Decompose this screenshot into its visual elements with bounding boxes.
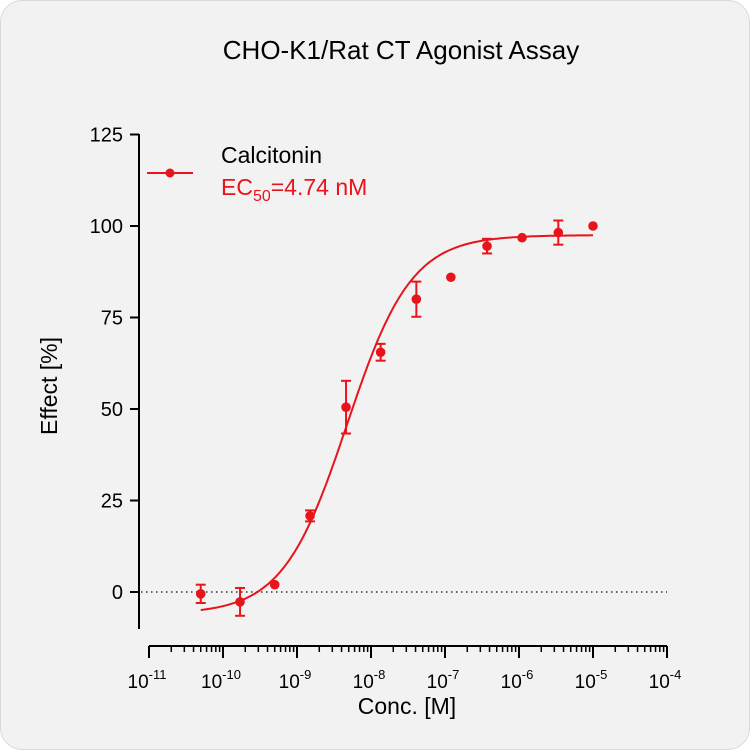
x-tick-label: 10-5: [575, 667, 608, 693]
x-tick-exponent: -7: [448, 667, 460, 682]
x-tick-base: 10: [427, 672, 448, 693]
x-axis: 10-11 10-10 10-9 10-8 10-7 10-6 10-5 10-4: [128, 645, 682, 693]
y-tick-label: 25: [101, 491, 123, 513]
data-point: [341, 402, 351, 412]
y-tick-label: 100: [90, 216, 123, 238]
data-point: [411, 294, 422, 305]
x-tick-exponent: -10: [222, 667, 241, 682]
fit-curve-line: [200, 234, 593, 611]
data-point: [553, 227, 564, 238]
x-tick-label: 10-8: [353, 667, 386, 693]
x-tick-base: 10: [279, 672, 300, 693]
x-tick-exponent: -4: [670, 667, 682, 682]
x-tick-base: 10: [353, 672, 374, 693]
data-point: [517, 232, 527, 243]
x-tick-label: 10-4: [649, 667, 682, 693]
fit-curve-group: [200, 234, 593, 611]
x-tick-label: 10-7: [427, 667, 460, 693]
x-tick-label: 10-11: [128, 667, 167, 693]
x-tick-base: 10: [575, 672, 596, 693]
legend-dot-marker: [165, 168, 175, 178]
x-tick-label: 10-6: [501, 667, 534, 693]
x-tick-base: 10: [201, 672, 222, 693]
x-tick-exponent: -6: [522, 667, 534, 682]
x-tick-exponent: -9: [300, 667, 312, 682]
x-tick-exponent: -5: [596, 667, 608, 682]
y-axis-label: Effect [%]: [36, 337, 62, 435]
x-tick-exponent: -11: [149, 667, 167, 682]
data-point: [195, 589, 206, 599]
x-tick-base: 10: [501, 672, 522, 693]
data-point: [269, 579, 280, 590]
data-points-group: [195, 219, 598, 617]
y-tick-label: 50: [101, 399, 123, 421]
y-tick-label: 75: [101, 308, 123, 330]
legend-series-name: Calcitonin: [221, 142, 322, 168]
data-point: [305, 511, 315, 521]
x-tick-base: 10: [649, 672, 670, 693]
x-tick-label: 10-10: [201, 667, 241, 693]
data-point: [482, 241, 492, 251]
legend: Calcitonin EC50=4.74 nM: [147, 142, 367, 205]
data-point: [588, 221, 598, 231]
y-axis: 0 25 50 75 100 125: [90, 125, 140, 629]
legend-ec50-label: EC50=4.74 nM: [221, 174, 367, 205]
x-axis-label: Conc. [M]: [358, 693, 456, 719]
ec50-subscript: 50: [253, 188, 271, 205]
data-point: [235, 597, 245, 607]
ec50-prefix: EC: [221, 174, 253, 200]
y-tick-label: 125: [90, 125, 123, 147]
ec50-value: =4.74 nM: [271, 174, 368, 200]
data-point: [375, 347, 386, 358]
x-tick-label: 10-9: [279, 667, 312, 693]
x-tick-base: 10: [128, 672, 149, 693]
data-point: [446, 272, 456, 283]
x-tick-exponent: -8: [374, 667, 386, 682]
y-tick-label: 0: [112, 582, 123, 604]
chart-title: CHO-K1/Rat CT Agonist Assay: [223, 35, 579, 65]
